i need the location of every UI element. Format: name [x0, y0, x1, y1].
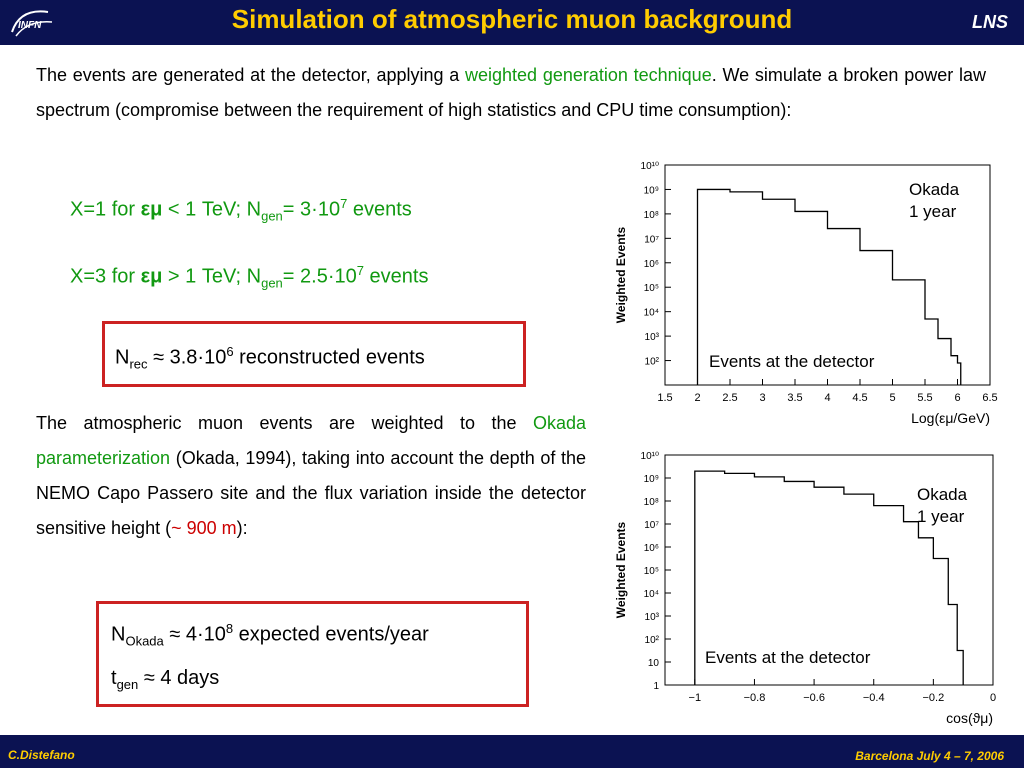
- x-tick-label: −0.6: [803, 692, 825, 704]
- infn-logo: INFN: [11, 10, 53, 37]
- okada-paragraph: The atmospheric muon events are weighted…: [36, 413, 586, 538]
- header-bar: INFN Simulation of atmospheric muon back…: [0, 0, 1024, 45]
- annotation-events: Events at the detector: [705, 648, 871, 667]
- highlight-height: ~ 900 m: [171, 518, 237, 538]
- lab-label: LNS: [972, 12, 1008, 32]
- generation-rule-1: X=1 for εμ < 1 TeV; Ngen= 3·107 events: [70, 196, 412, 224]
- energy-histogram: 1.5 2 2.5 3 3.5 4 4.5 5 5.5 6 6.5 10² 10³ 10⁴ 10⁵ 10⁶ 10…: [605, 155, 1005, 430]
- x-tick-label: 0: [990, 692, 996, 704]
- annotation-okada: Okada: [917, 485, 968, 504]
- highlight-weighted-generation: weighted generation technique: [465, 65, 712, 85]
- x-tick-label: −1: [689, 692, 702, 704]
- y-tick-label: 10⁵: [644, 566, 659, 577]
- x-axis-label: Log(εμ/GeV): [911, 410, 990, 426]
- y-tick-label: 10³: [645, 612, 660, 623]
- y-tick-label: 10⁸: [644, 497, 659, 508]
- x-tick-label: 2: [694, 392, 700, 404]
- venue-label: Barcelona July 4 – 7, 2006: [855, 749, 1004, 763]
- y-tick-label: 10²: [645, 357, 660, 368]
- generation-rule-2: X=3 for εμ > 1 TeV; Ngen= 2.5·107 events: [70, 263, 429, 291]
- y-tick-label: 10⁵: [644, 283, 659, 294]
- y-tick-label: 10: [648, 658, 660, 669]
- y-tick-label: 10⁹: [644, 474, 659, 485]
- y-tick-label: 10⁷: [644, 234, 659, 245]
- y-tick-label: 10¹⁰: [641, 451, 659, 462]
- highlight-okada: Okada parameterization: [36, 413, 586, 468]
- x-tick-label: 4: [824, 392, 830, 404]
- x-tick-label: 1.5: [657, 392, 672, 404]
- y-tick-label: 10⁶: [644, 259, 659, 270]
- y-axis-label: Weighted Events: [614, 521, 628, 618]
- x-tick-label: −0.4: [863, 692, 885, 704]
- x-tick-label: 2.5: [722, 392, 737, 404]
- y-tick-label: 10³: [645, 332, 660, 343]
- reconstructed-events-box: Nrec ≈ 3.8·106 reconstructed events: [102, 321, 526, 387]
- histogram-series: [694, 470, 964, 685]
- x-tick-label: 3: [759, 392, 765, 404]
- histogram-series: [696, 188, 962, 385]
- x-tick-label: −0.2: [923, 692, 945, 704]
- annotation-okada: Okada: [909, 180, 960, 199]
- x-tick-label: 5.5: [917, 392, 932, 404]
- y-axis-label: Weighted Events: [614, 226, 628, 323]
- intro-paragraph: The events are generated at the detector…: [36, 65, 986, 120]
- x-tick-label: 6.5: [982, 392, 997, 404]
- x-tick-label: −0.8: [744, 692, 766, 704]
- expected-events-box: NOkada ≈ 4·108 expected events/year tgen…: [96, 601, 529, 707]
- angle-histogram: −1 −0.8 −0.6 −0.4 −0.2 0 1 10 10² 10³ 10⁴ 10⁵ 10⁶ 10⁷…: [605, 450, 1005, 730]
- x-tick-label: 3.5: [787, 392, 802, 404]
- y-tick-label: 10⁴: [644, 589, 659, 600]
- y-tick-label: 10⁶: [644, 543, 659, 554]
- annotation-year: 1 year: [917, 507, 965, 526]
- svg-text:INFN: INFN: [18, 20, 42, 31]
- author-label: C.Distefano: [8, 748, 75, 762]
- y-tick-label: 10²: [645, 635, 660, 646]
- footer-bar: C.Distefano Barcelona July 4 – 7, 2006: [0, 735, 1024, 768]
- y-tick-label: 10⁷: [644, 520, 659, 531]
- y-tick-label: 10¹⁰: [641, 161, 659, 172]
- annotation-year: 1 year: [909, 202, 957, 221]
- y-tick-label: 10⁹: [644, 185, 659, 196]
- x-tick-label: 5: [889, 392, 895, 404]
- y-tick-label: 1: [653, 681, 659, 692]
- annotation-events: Events at the detector: [709, 352, 875, 371]
- y-tick-label: 10⁸: [644, 210, 659, 221]
- y-tick-label: 10⁴: [644, 308, 659, 319]
- slide-title: Simulation of atmospheric muon backgroun…: [231, 4, 793, 34]
- x-tick-label: 4.5: [852, 392, 867, 404]
- x-axis-label: cos(ϑμ): [946, 710, 993, 726]
- x-tick-label: 6: [954, 392, 960, 404]
